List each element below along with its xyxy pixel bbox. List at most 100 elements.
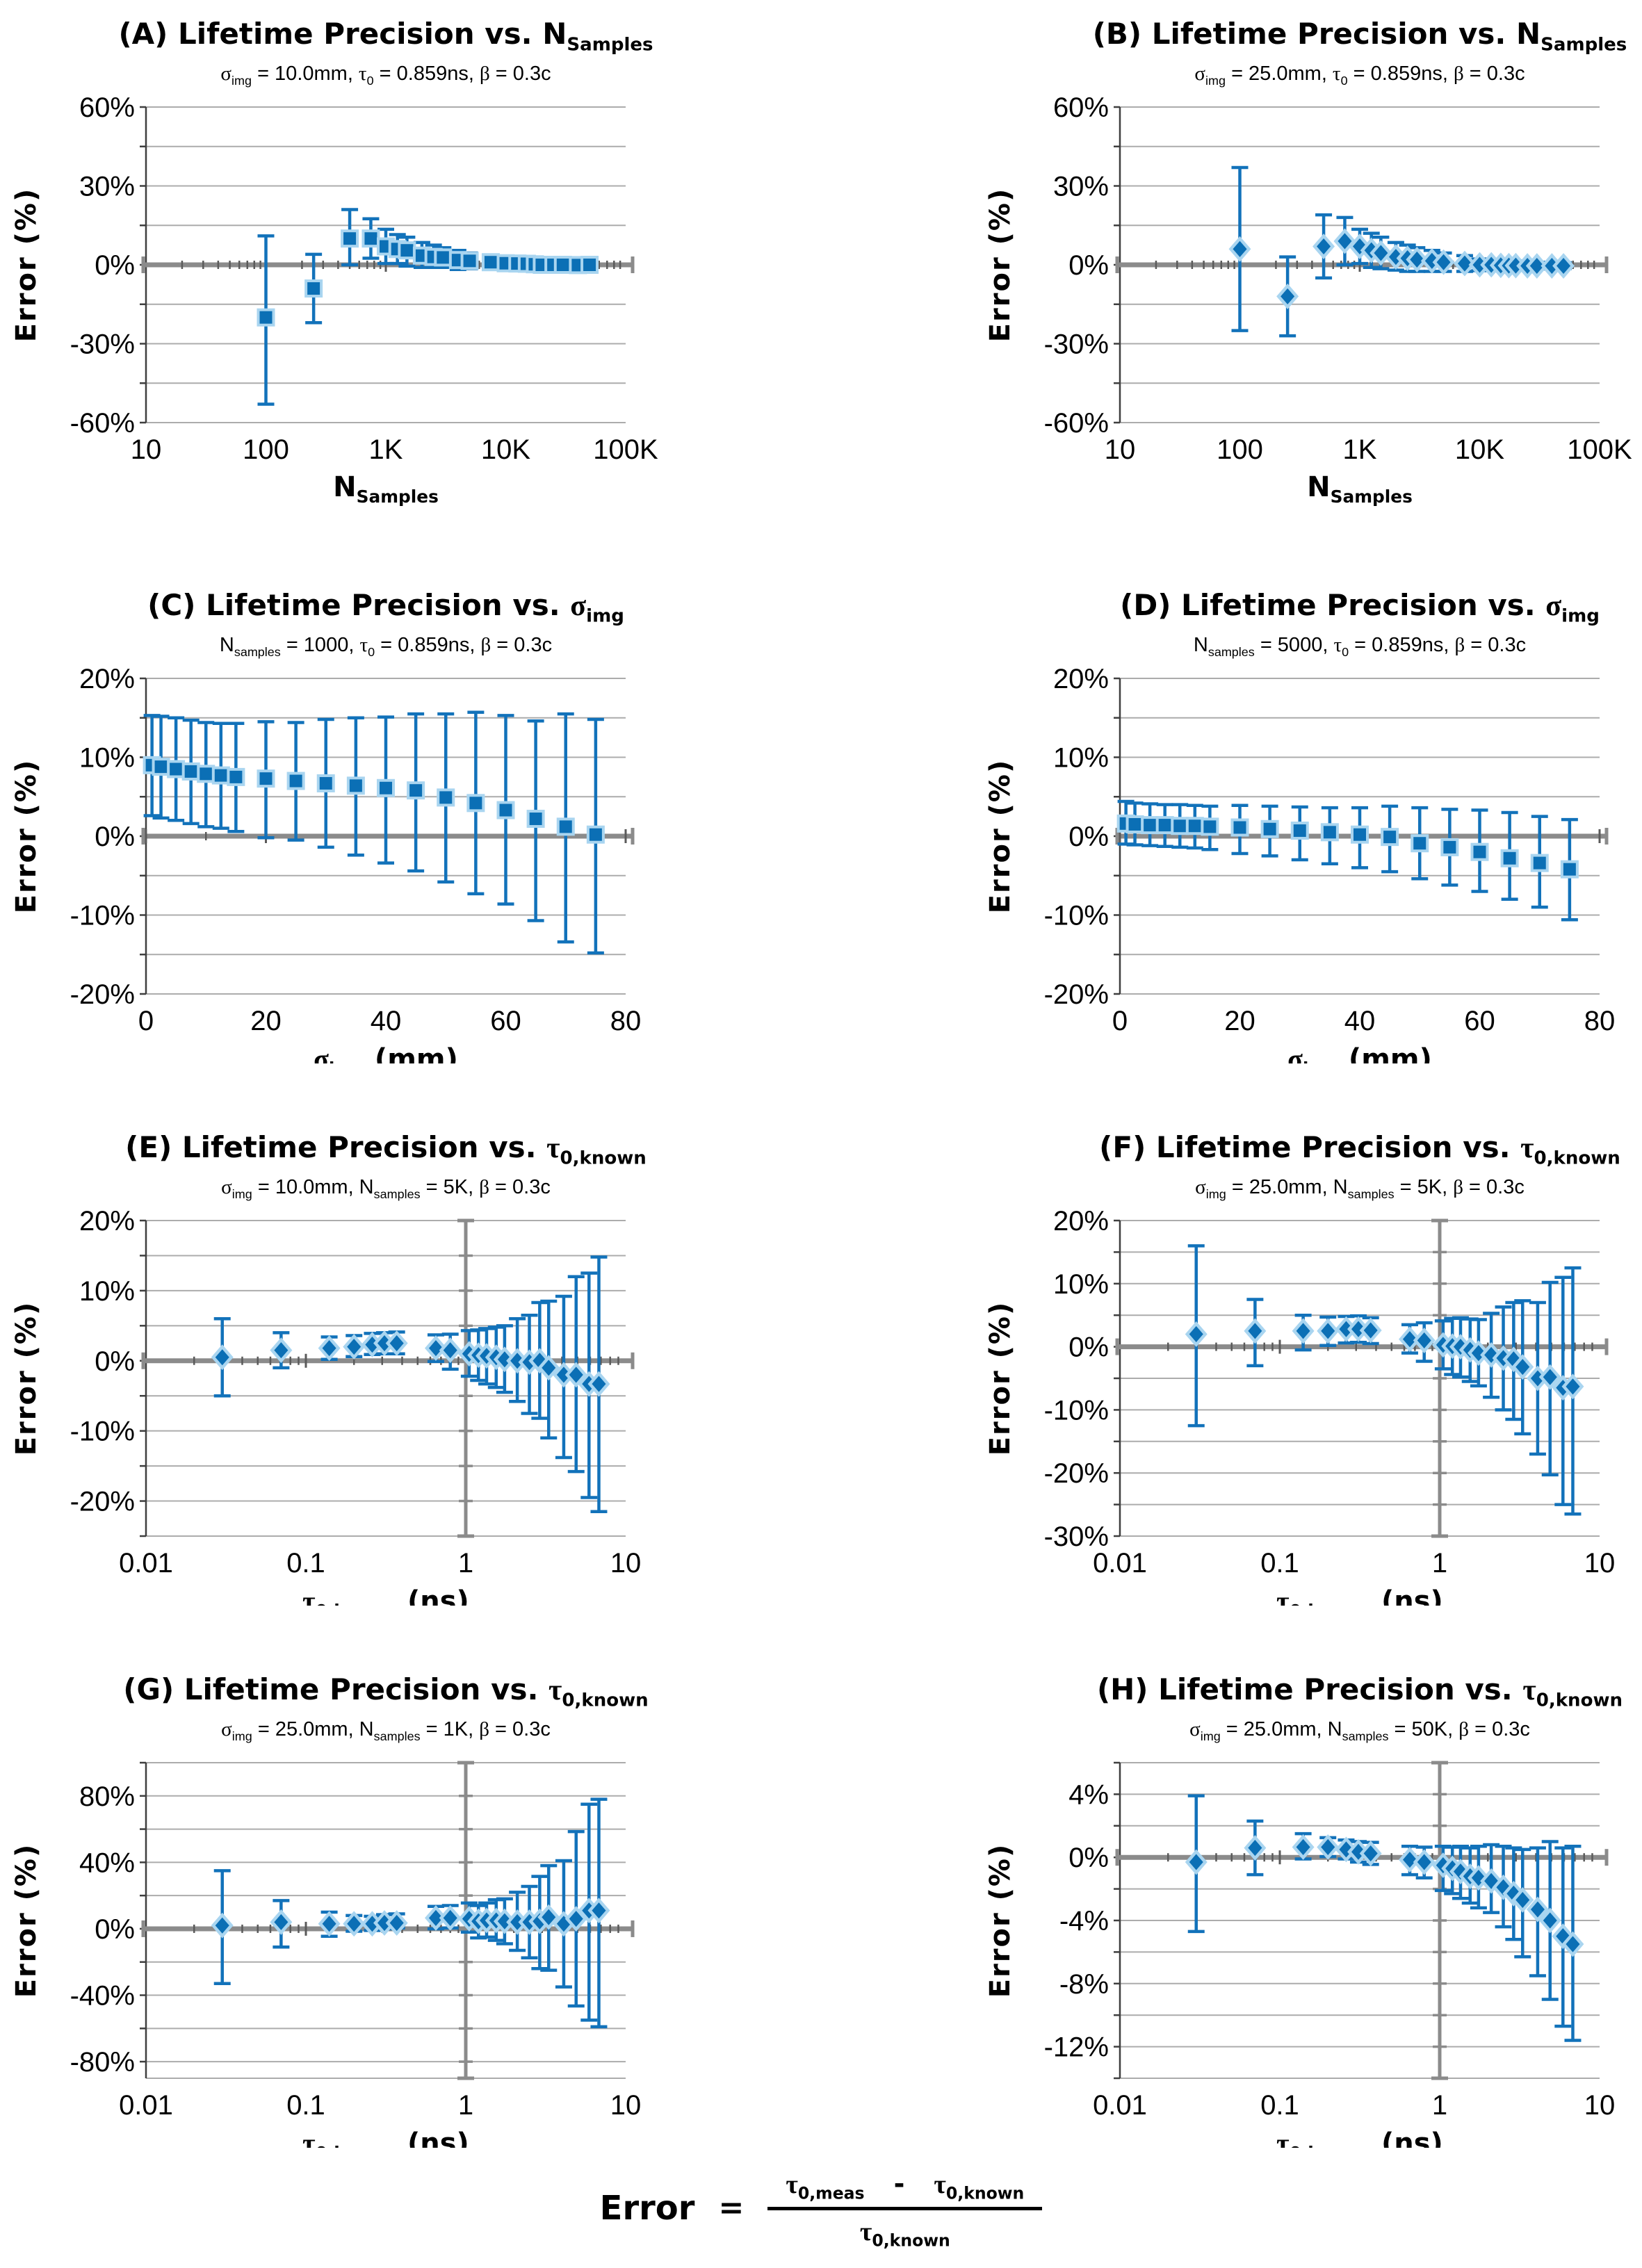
svg-text:-20%: -20%	[1044, 1458, 1109, 1489]
svg-text:10%: 10%	[1053, 1269, 1109, 1300]
svg-text:0: 0	[138, 1006, 154, 1036]
panel-B-plot: 60% 30% 0% -30% -60%10 100 1K 10K 100K	[1044, 97, 1632, 465]
svg-text:0%: 0%	[95, 1914, 135, 1945]
svg-text:20: 20	[250, 1006, 282, 1036]
svg-text:0%: 0%	[1068, 1332, 1109, 1363]
svg-text:0.1: 0.1	[286, 2090, 325, 2121]
panel-F-title: (F) Lifetime Precision vs. τ0,known	[1099, 1130, 1620, 1169]
panel-D: (D) Lifetime Precision vs. σimg Nsamples…	[821, 521, 1642, 1063]
svg-text:-60%: -60%	[1044, 408, 1109, 439]
panel-E-subtitle: σimg = 10.0mm, Nsamples = 5K, β = 0.3c	[221, 1176, 551, 1201]
svg-text:-40%: -40%	[70, 1981, 135, 2012]
panel-A-title: (A) Lifetime Precision vs. NSamples	[118, 17, 653, 56]
equation-denominator: τ0,known	[859, 2217, 950, 2251]
panel-C: (C) Lifetime Precision vs. σimg Nsamples…	[0, 521, 821, 1063]
svg-text:10: 10	[1105, 434, 1136, 465]
svg-text:1: 1	[458, 1548, 473, 1578]
equation-numerator: τ0,meas - τ0,known	[767, 2169, 1043, 2210]
panel-D-x-axis-label: σimg (mm)	[1287, 1043, 1432, 1063]
svg-text:10%: 10%	[79, 743, 135, 774]
svg-text:0: 0	[1112, 1006, 1128, 1036]
svg-text:60%: 60%	[1053, 97, 1109, 123]
panel-H-plot: 4% 0% -4% -8% -12% 0.01 0.1 1 10	[1044, 1761, 1616, 2121]
svg-text:100: 100	[1217, 434, 1263, 465]
svg-text:-8%: -8%	[1059, 1969, 1109, 2000]
panel-G-plot: 80% 40% 0% -40% -80% 0.01 0.1 1 10	[70, 1761, 642, 2121]
panel-D-plot: 20% 10% 0% -10% -20%0 20 40 60 80	[1044, 669, 1616, 1036]
svg-text:-20%: -20%	[1044, 979, 1109, 1010]
svg-text:40: 40	[371, 1006, 402, 1036]
svg-text:-10%: -10%	[1044, 1395, 1109, 1426]
svg-text:0%: 0%	[1068, 1843, 1109, 1873]
panel-A-x-axis-label: NSamples	[333, 471, 439, 507]
svg-text:0%: 0%	[1068, 822, 1109, 852]
svg-text:60: 60	[1464, 1006, 1495, 1036]
svg-text:-10%: -10%	[1044, 901, 1109, 931]
svg-text:0.1: 0.1	[286, 1548, 325, 1578]
svg-text:20: 20	[1224, 1006, 1255, 1036]
equation-tau-meas: τ0,meas	[786, 2170, 865, 2203]
panel-E-x-axis-label: τ0,known (ns)	[302, 1585, 469, 1606]
svg-text:100K: 100K	[593, 434, 658, 465]
svg-text:80%: 80%	[79, 1781, 135, 1812]
panel-A-subtitle: σimg = 10.0mm, τ0 = 0.859ns, β = 0.3c	[220, 63, 551, 88]
svg-text:20%: 20%	[1053, 669, 1109, 694]
svg-text:20%: 20%	[79, 1211, 135, 1237]
panel-C-plot: 20% 10% 0% -10% -20%0 20 40 60 80	[70, 669, 642, 1036]
panel-B-x-axis-label: NSamples	[1307, 471, 1413, 507]
svg-text:0.01: 0.01	[119, 2090, 173, 2121]
svg-text:-80%: -80%	[70, 2047, 135, 2078]
svg-text:0%: 0%	[1068, 250, 1109, 281]
svg-text:100: 100	[243, 434, 289, 465]
svg-text:10: 10	[610, 2090, 642, 2121]
svg-text:-12%: -12%	[1044, 2032, 1109, 2063]
equation-fraction: τ0,meas - τ0,known τ0,known	[767, 2169, 1043, 2251]
panel-E: (E) Lifetime Precision vs. τ0,known σimg…	[0, 1063, 821, 1606]
svg-text:-30%: -30%	[1044, 1521, 1109, 1552]
panel-B-title: (B) Lifetime Precision vs. NSamples	[1092, 17, 1627, 56]
svg-text:0.01: 0.01	[1093, 1548, 1147, 1578]
svg-text:100K: 100K	[1567, 434, 1632, 465]
equation-minus-sign: -	[893, 2169, 905, 2199]
svg-text:60: 60	[490, 1006, 521, 1036]
panel-A-plot: 60% 30% 0% -30% -60%10 100 1K 10K 100K	[70, 97, 658, 465]
svg-text:10: 10	[1584, 2090, 1616, 2121]
panel-D-title: (D) Lifetime Precision vs. σimg	[1120, 588, 1600, 627]
panel-H-title: (H) Lifetime Precision vs. τ0,known	[1096, 1672, 1623, 1711]
panel-F-plot: 20% 10% 0% -10% -20% -30%0.01 0.1 1 10	[1044, 1211, 1616, 1578]
svg-text:10K: 10K	[1455, 434, 1504, 465]
panel-C-subtitle: Nsamples = 1000, τ0 = 0.859ns, β = 0.3c	[219, 634, 553, 659]
svg-text:0.1: 0.1	[1260, 1548, 1299, 1578]
svg-text:20%: 20%	[79, 669, 135, 694]
panel-grid: (A) Lifetime Precision vs. NSamples σimg…	[0, 0, 1642, 2148]
svg-text:40: 40	[1344, 1006, 1376, 1036]
panel-F-x-axis-label: τ0,known (ns)	[1276, 1585, 1443, 1606]
panel-D-subtitle: Nsamples = 5000, τ0 = 0.859ns, β = 0.3c	[1193, 634, 1527, 659]
svg-text:1: 1	[458, 2090, 473, 2121]
panel-F-subtitle: σimg = 25.0mm, Nsamples = 5K, β = 0.3c	[1195, 1176, 1525, 1201]
panel-E-plot: 20% 10% 0% -10% -20% 0.01 0.1 1 10	[70, 1211, 642, 1578]
panel-E-title: (E) Lifetime Precision vs. τ0,known	[125, 1130, 647, 1169]
equation-equals-sign: =	[718, 2190, 745, 2226]
svg-text:40%: 40%	[79, 1847, 135, 1878]
panel-B-subtitle: σimg = 25.0mm, τ0 = 0.859ns, β = 0.3c	[1194, 63, 1525, 88]
panel-H-x-axis-label: τ0,known (ns)	[1276, 2128, 1443, 2148]
svg-text:0%: 0%	[95, 822, 135, 852]
svg-text:10: 10	[1584, 1548, 1616, 1578]
svg-text:10K: 10K	[481, 434, 530, 465]
panel-G-x-axis-label: τ0,known (ns)	[302, 2128, 469, 2148]
svg-text:0%: 0%	[95, 1346, 135, 1377]
panel-A: (A) Lifetime Precision vs. NSamples σimg…	[0, 0, 821, 521]
svg-text:1: 1	[1432, 1548, 1447, 1578]
svg-text:-10%: -10%	[70, 901, 135, 931]
panel-G-subtitle: σimg = 25.0mm, Nsamples = 1K, β = 0.3c	[221, 1718, 551, 1743]
equation-tau-known: τ0,known	[934, 2170, 1025, 2203]
panel-H: (H) Lifetime Precision vs. τ0,known σimg…	[821, 1606, 1642, 2148]
panel-F: (F) Lifetime Precision vs. τ0,known σimg…	[821, 1063, 1642, 1606]
svg-text:1K: 1K	[369, 434, 403, 465]
svg-text:10%: 10%	[1053, 743, 1109, 774]
svg-text:80: 80	[1584, 1006, 1616, 1036]
svg-text:10: 10	[610, 1548, 642, 1578]
svg-text:20%: 20%	[1053, 1211, 1109, 1237]
